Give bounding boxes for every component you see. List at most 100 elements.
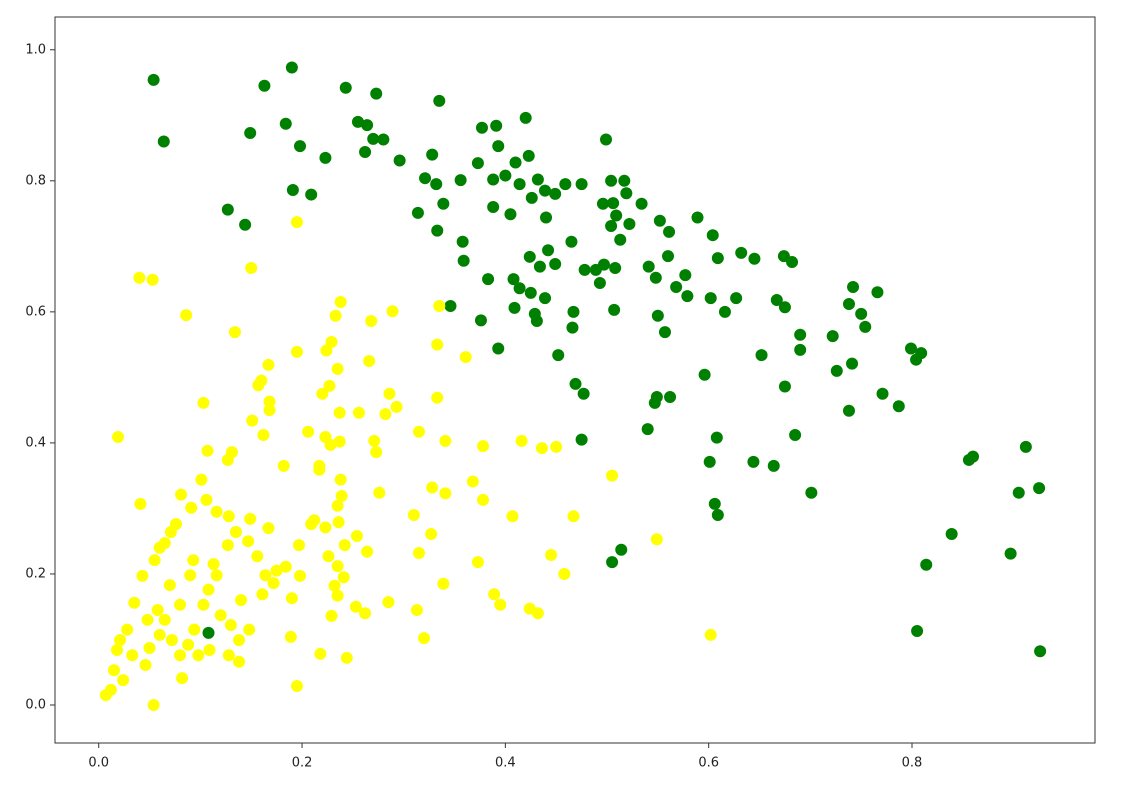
- point: [294, 569, 307, 582]
- point: [488, 588, 501, 601]
- point: [476, 440, 489, 453]
- point: [157, 135, 170, 148]
- point: [492, 342, 505, 355]
- point: [176, 672, 189, 685]
- point: [433, 299, 446, 312]
- point: [437, 577, 450, 590]
- point: [842, 404, 855, 417]
- point: [202, 626, 215, 639]
- y-tick-label: 0.8: [25, 173, 46, 188]
- point: [164, 526, 177, 539]
- point: [508, 301, 521, 314]
- point: [426, 148, 439, 161]
- point: [200, 493, 213, 506]
- point: [539, 292, 552, 305]
- point: [778, 380, 791, 393]
- point: [319, 151, 332, 164]
- point: [605, 174, 618, 187]
- point: [153, 628, 166, 641]
- point: [698, 368, 711, 381]
- point: [163, 579, 176, 592]
- point: [104, 683, 117, 696]
- point: [704, 628, 717, 641]
- point: [967, 450, 980, 463]
- point: [609, 261, 622, 274]
- point: [794, 343, 807, 356]
- point: [221, 453, 234, 466]
- point: [490, 119, 503, 132]
- point: [651, 309, 664, 322]
- point: [559, 178, 572, 191]
- point: [290, 679, 303, 692]
- point: [419, 172, 432, 185]
- point: [855, 307, 868, 320]
- point: [210, 569, 223, 582]
- point: [600, 133, 613, 146]
- point: [531, 607, 544, 620]
- x-tick-label: 0.8: [902, 756, 923, 771]
- point: [359, 145, 372, 158]
- point: [331, 499, 344, 512]
- point: [910, 353, 923, 366]
- point: [567, 305, 580, 318]
- point: [535, 442, 548, 455]
- point: [195, 473, 208, 486]
- point: [755, 349, 768, 362]
- point: [487, 201, 500, 214]
- point: [540, 211, 553, 224]
- point: [513, 178, 526, 191]
- plot-frame: [54, 16, 1096, 744]
- point: [134, 497, 147, 510]
- point: [207, 558, 220, 571]
- point: [221, 203, 234, 216]
- y-tick-label: 0.4: [25, 435, 46, 450]
- point: [471, 157, 484, 170]
- point: [259, 569, 272, 582]
- point: [143, 641, 156, 654]
- point: [363, 354, 376, 367]
- point: [233, 655, 246, 668]
- point: [610, 209, 623, 222]
- point: [569, 377, 582, 390]
- point: [433, 94, 446, 107]
- point: [256, 588, 269, 601]
- point: [182, 638, 195, 651]
- point: [615, 543, 628, 556]
- point: [911, 624, 924, 637]
- point: [180, 309, 193, 322]
- point: [494, 598, 507, 611]
- point: [338, 539, 351, 552]
- point: [412, 425, 425, 438]
- point: [153, 541, 166, 554]
- point: [314, 647, 327, 660]
- point: [202, 583, 215, 596]
- point: [550, 440, 563, 453]
- point: [263, 395, 276, 408]
- point: [747, 455, 760, 468]
- point: [945, 527, 958, 540]
- point: [476, 493, 489, 506]
- point: [710, 431, 723, 444]
- point: [871, 286, 884, 299]
- point: [708, 497, 721, 510]
- point: [329, 309, 342, 322]
- point: [285, 592, 298, 605]
- point: [608, 303, 621, 316]
- point: [319, 521, 332, 534]
- point: [566, 321, 579, 334]
- point: [904, 342, 917, 355]
- point: [558, 567, 571, 580]
- point: [323, 379, 336, 392]
- point: [258, 79, 271, 92]
- point: [664, 391, 677, 404]
- point: [128, 596, 141, 609]
- point: [681, 290, 694, 303]
- point: [578, 263, 591, 276]
- point: [370, 87, 383, 100]
- point: [279, 560, 292, 573]
- point: [411, 206, 424, 219]
- point: [653, 214, 666, 227]
- point: [147, 73, 160, 86]
- point: [148, 554, 161, 567]
